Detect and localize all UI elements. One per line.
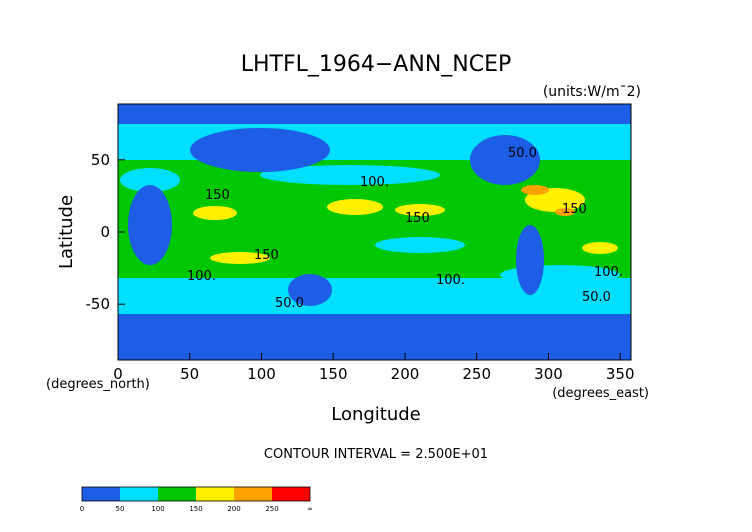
- contour-label: 100.: [187, 269, 216, 284]
- colorbar-label: 200: [227, 505, 240, 513]
- x-tick-label: 0: [113, 365, 123, 383]
- core-arabian-sea: [193, 206, 237, 220]
- contour-label: 150: [254, 248, 279, 263]
- patch-cyan-3: [375, 237, 465, 253]
- x-tick-label: 300: [534, 365, 563, 383]
- y-tick-label: -50: [86, 295, 111, 313]
- colorbar-swatch: [158, 487, 196, 501]
- colorbar-label: 50: [116, 505, 125, 513]
- colorbar-swatch: [196, 487, 234, 501]
- colorbar-swatch: [272, 487, 310, 501]
- x-axis: [117, 353, 621, 360]
- x-tick-label: 350: [606, 365, 635, 383]
- x-tick-label: 50: [180, 365, 199, 383]
- colorbar-label: 250: [265, 505, 278, 513]
- colorbar-label: 0: [80, 505, 84, 513]
- contour-label: 150: [562, 202, 587, 217]
- contour-label: 150: [405, 211, 430, 226]
- contour-label: 150: [205, 188, 230, 203]
- colorbar-swatch: [234, 487, 272, 501]
- chart-title: LHTFL_1964−ANN_NCEP: [241, 52, 512, 77]
- core-south-atlantic: [582, 242, 618, 254]
- x-tick-label: 150: [319, 365, 348, 383]
- y-tick-label: 0: [100, 223, 110, 241]
- x-tick-label: 250: [462, 365, 491, 383]
- patch-cyan-1: [120, 168, 180, 192]
- colorbar: [81, 486, 311, 502]
- land-asia: [190, 128, 330, 172]
- contour-label: 100.: [436, 273, 465, 288]
- patch-cyan-2: [260, 165, 440, 185]
- contour-label: 100.: [360, 175, 389, 190]
- x-axis-title: Longitude: [331, 404, 421, 425]
- y-axis-title: Latitude: [56, 195, 77, 269]
- units-label: (units:W/m¯2): [543, 84, 641, 100]
- y-axis: [118, 159, 125, 305]
- land-northamerica: [470, 135, 540, 185]
- colorbar-swatch: [120, 487, 158, 501]
- x-tick-label: 100: [247, 365, 276, 383]
- colorbar-swatch: [82, 487, 120, 501]
- y-tick-label: 50: [91, 151, 110, 169]
- contour-label: 100.: [594, 265, 623, 280]
- colorbar-label: 150: [189, 505, 202, 513]
- colorbar-frame: [81, 486, 311, 502]
- contour-interval-note: CONTOUR INTERVAL = 2.500E+01: [264, 447, 488, 462]
- x-tick-label: 200: [391, 365, 420, 383]
- core-indian-ocean: [210, 252, 270, 264]
- plot-area: 150 100. 150 150 100. 100. 50.0 150 100.…: [117, 103, 632, 361]
- y-units-label: (degrees_north): [46, 377, 150, 392]
- contour-label: 50.0: [508, 146, 537, 161]
- colorbar-label: 100: [151, 505, 164, 513]
- land-africa: [128, 185, 172, 265]
- core-north-pacific: [327, 199, 383, 215]
- land-southamerica: [516, 225, 544, 295]
- colorbar-label: ∞: [307, 505, 313, 513]
- land-australia: [288, 274, 332, 306]
- core-gulf-stream: [521, 185, 549, 195]
- contour-label: 50.0: [275, 296, 304, 311]
- x-units-label: (degrees_east): [552, 386, 649, 401]
- contour-label: 50.0: [582, 290, 611, 305]
- core-gulf-stream-2: [555, 208, 575, 216]
- core-north-pacific-2: [395, 204, 445, 216]
